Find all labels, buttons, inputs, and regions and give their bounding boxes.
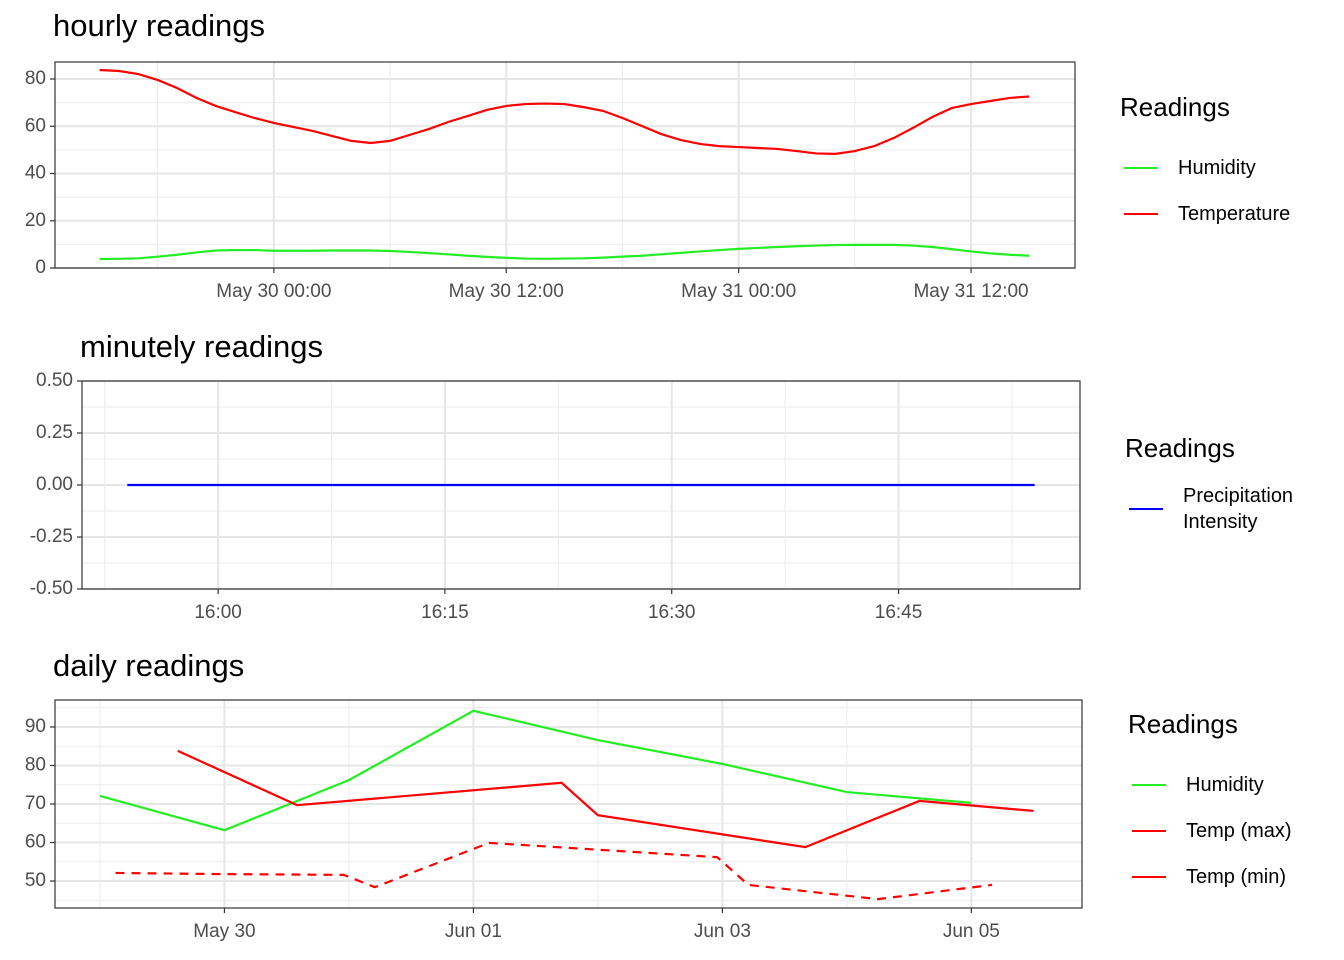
y-tick-label: 60: [25, 832, 46, 853]
panel-border: [54, 699, 1083, 909]
series-line: [99, 243, 1030, 261]
legend-label: Precipitation Intensity: [1183, 485, 1294, 533]
x-tick-label: 16:45: [875, 602, 923, 623]
x-tick-label: Jun 01: [445, 921, 502, 942]
legend-item: Precipitation Intensity: [1125, 485, 1303, 533]
x-tick-label: 16:15: [421, 602, 469, 623]
legend-key: [1132, 784, 1166, 786]
legend-item: Temperature: [1120, 191, 1298, 237]
legend: Readings Humidity Temp (max) Temp (min): [1128, 709, 1306, 900]
y-tick-label: 70: [25, 793, 46, 814]
x-tick-label: May 30 00:00: [216, 281, 331, 302]
legend-title: Readings: [1128, 709, 1238, 739]
legend-title: Readings: [1125, 433, 1235, 463]
x-tick-label: May 30: [193, 921, 255, 942]
legend: Readings Precipitation Intensity: [1125, 433, 1303, 533]
y-tick-label: 0: [35, 257, 46, 278]
legend-key: [1124, 167, 1158, 169]
x-tick-label: 16:30: [648, 602, 696, 623]
chart-title: daily readings: [53, 648, 244, 683]
x-tick-label: May 31 00:00: [681, 281, 796, 302]
y-tick-label: 50: [25, 870, 46, 891]
x-tick-label: May 31 12:00: [913, 281, 1028, 302]
y-tick-label: 80: [25, 68, 46, 89]
y-tick-label: 20: [25, 210, 46, 231]
x-tick-label: Jun 05: [943, 921, 1000, 942]
chart-title: hourly readings: [53, 8, 265, 43]
y-tick-label: 60: [25, 115, 46, 136]
series-line: [115, 841, 993, 901]
y-tick-label: 90: [25, 716, 46, 737]
legend-label: Temperature: [1178, 203, 1291, 225]
legend-label: Temp (max): [1186, 820, 1292, 842]
y-tick-label: -0.50: [30, 578, 73, 599]
legend-label: Temp (min): [1186, 866, 1287, 888]
panel-border: [81, 380, 1081, 590]
legend-key: [1129, 508, 1163, 510]
legend-label: Humidity: [1186, 774, 1264, 796]
legend-item: Temp (min): [1128, 854, 1306, 900]
legend: Readings Humidity Temperature: [1120, 92, 1298, 237]
legend-item: Temp (max): [1128, 808, 1306, 854]
legend-label: Humidity: [1178, 157, 1256, 179]
series-line: [99, 709, 972, 832]
y-tick-label: 0.00: [36, 474, 73, 495]
series-line: [177, 749, 1034, 849]
y-tick-label: -0.25: [30, 526, 73, 547]
legend-item: Humidity: [1128, 762, 1306, 808]
y-tick-label: 40: [25, 163, 46, 184]
legend-key: [1132, 830, 1166, 832]
legend-key: [1124, 213, 1158, 215]
legend-item: Humidity: [1120, 145, 1298, 191]
chart-title: minutely readings: [80, 329, 323, 364]
x-tick-label: May 30 12:00: [449, 281, 564, 302]
x-tick-label: Jun 03: [694, 921, 751, 942]
x-tick-label: 16:00: [194, 602, 242, 623]
series-line: [99, 68, 1030, 156]
legend-key: [1132, 876, 1166, 878]
panel-border: [54, 61, 1076, 269]
y-tick-label: 0.50: [36, 370, 73, 391]
y-tick-label: 0.25: [36, 422, 73, 443]
legend-title: Readings: [1120, 92, 1230, 122]
y-tick-label: 80: [25, 754, 46, 775]
